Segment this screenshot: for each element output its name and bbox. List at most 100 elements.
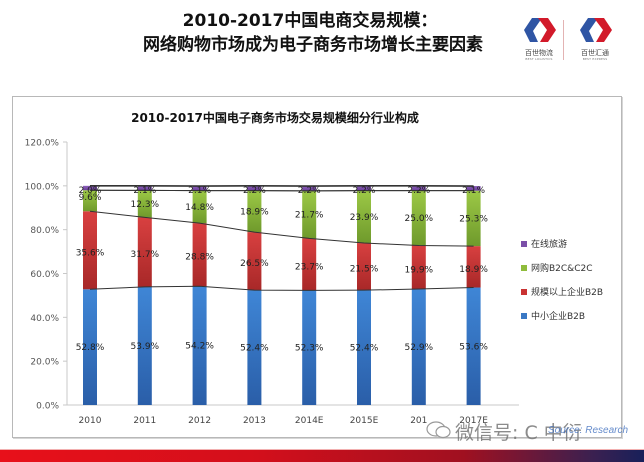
data-label-b2c_c2c: 21.7% [295, 211, 324, 221]
bar-segment-travel [137, 185, 152, 191]
data-label-large_b2b: 31.7% [131, 250, 160, 260]
data-label-b2c_c2c: 9.6% [79, 193, 102, 203]
x-tick-label: 2010 [79, 416, 102, 426]
data-label-b2c_c2c: 14.8% [185, 203, 214, 213]
bar-segment-travel [247, 185, 262, 191]
data-label-travel: 2.0% [79, 186, 102, 196]
x-tick-label: 2011 [133, 416, 156, 426]
chart-title: 2010-2017中国电子商务市场交易规模细分行业构成 [131, 110, 419, 125]
bar-segment-travel [302, 186, 317, 191]
data-label-large_b2b: 19.9% [405, 265, 434, 275]
logo-2-name: 百世汇通 [581, 49, 609, 57]
legend-swatch-b2c_c2c [521, 265, 527, 271]
legend-swatch-travel [521, 241, 527, 247]
x-tick-label: 2014E [295, 416, 324, 426]
y-tick-label: 0.0% [36, 402, 59, 412]
stacked-bar-chart: 2010-2017中国电子商务市场交易规模细分行业构成 0.0% 20.0% 40.… [25, 110, 603, 426]
best-logistics-logo: 百世物流 BEST LOGISTICS [516, 14, 562, 64]
data-label-sme_b2b: 52.8% [76, 343, 105, 353]
slide-title-line1: 2010-2017中国电商交易规模： [182, 11, 438, 31]
y-tick-label: 100.0% [25, 182, 60, 192]
y-tick-label: 40.0% [30, 314, 59, 324]
data-label-large_b2b: 26.5% [240, 259, 269, 269]
series-line-sme_b2b [89, 285, 474, 291]
bar-segment-b2c_c2c [192, 190, 207, 224]
chart-container: 2010-2017中国电子商务市场交易规模细分行业构成 0.0% 20.0% 40.… [12, 96, 622, 438]
data-label-travel: 2.2% [243, 186, 266, 196]
bar-segment-sme_b2b [247, 290, 262, 405]
bar-segment-travel [357, 185, 371, 191]
bar-segment-b2c_c2c [137, 190, 152, 218]
data-label-large_b2b: 35.6% [76, 248, 105, 258]
data-label-travel: 2.2% [353, 186, 376, 196]
best-express-logo: 百世汇通 BEST EXPRESS [572, 14, 618, 64]
logo-divider [563, 20, 564, 60]
bar-segment-b2c_c2c [357, 190, 371, 244]
wechat-watermark: 微信号: C 中衍 [455, 422, 582, 444]
bar-segment-large_b2b [411, 245, 426, 290]
legend-swatch-sme_b2b [521, 313, 527, 319]
data-label-travel: 2.2% [407, 186, 430, 196]
data-label-sme_b2b: 54.2% [185, 342, 214, 352]
data-label-large_b2b: 28.8% [185, 253, 214, 263]
y-tick-label: 20.0% [30, 358, 59, 368]
x-tick-label: 2015E [350, 416, 379, 426]
data-label-sme_b2b: 53.9% [131, 342, 160, 352]
best-express-logo-icon [580, 18, 612, 42]
x-tick-label: 2012 [188, 416, 211, 426]
data-label-large_b2b: 18.9% [459, 265, 488, 275]
data-label-b2c_c2c: 12.3% [131, 200, 160, 210]
bar-segment-large_b2b [247, 232, 262, 291]
bar-segment-b2c_c2c [83, 190, 97, 212]
source-note: Source: Research [548, 425, 629, 436]
bar-segment-travel [83, 185, 97, 191]
series-line-large_b2b [89, 210, 474, 247]
data-label-sme_b2b: 52.9% [405, 343, 434, 353]
bar-segment-large_b2b [357, 243, 371, 291]
logo-1-name: 百世物流 [525, 49, 553, 57]
legend-label-travel: 在线旅游 [531, 238, 567, 250]
bar-segment-large_b2b [83, 211, 97, 290]
bar-segment-b2c_c2c [302, 190, 317, 239]
data-label-large_b2b: 23.7% [295, 262, 324, 272]
bar-segment-sme_b2b [411, 289, 426, 405]
data-label-travel: 2.2% [298, 186, 321, 196]
bar-segment-sme_b2b [357, 290, 371, 405]
best-logistics-logo-icon [522, 18, 556, 44]
legend-swatch-large_b2b [521, 289, 527, 295]
data-label-sme_b2b: 52.4% [350, 344, 379, 354]
y-tick-label: 60.0% [30, 270, 59, 280]
bar-segment-travel [411, 185, 426, 191]
bar-segment-large_b2b [137, 217, 152, 287]
bar-segment-sme_b2b [302, 290, 317, 405]
wechat-icon [426, 421, 451, 439]
bar-segment-sme_b2b [137, 286, 152, 405]
legend-label-b2c_c2c: 网购B2C&C2C [531, 262, 593, 274]
footer-bar-highlight [0, 449, 644, 450]
logo-2-sub: BEST EXPRESS [582, 57, 608, 61]
bar-segment-large_b2b [302, 238, 317, 291]
data-label-sme_b2b: 52.3% [295, 344, 324, 354]
bar-segment-sme_b2b [192, 286, 207, 405]
footer-bar [0, 450, 644, 462]
bar-segment-b2c_c2c [466, 190, 481, 247]
bar-segment-sme_b2b [83, 289, 97, 405]
data-label-travel: 2.1% [188, 186, 211, 196]
x-tick-label: 2017E [459, 416, 488, 426]
y-tick-label: 80.0% [30, 226, 59, 236]
data-label-b2c_c2c: 23.9% [350, 213, 379, 223]
data-label-travel: 2.1% [462, 186, 485, 196]
bar-segment-travel [192, 186, 207, 191]
x-tick-label: 201 [410, 416, 427, 426]
logo-1-sub: BEST LOGISTICS [525, 57, 553, 61]
data-label-b2c_c2c: 25.3% [459, 214, 488, 224]
data-label-sme_b2b: 53.6% [459, 342, 488, 352]
slide-title-line2: 网络购物市场成为电子商务市场增长主要因素 [143, 35, 483, 55]
bar-segment-large_b2b [466, 246, 481, 288]
data-label-travel: 2.1% [133, 186, 156, 196]
legend-label-large_b2b: 规模以上企业B2B [531, 286, 603, 298]
data-label-sme_b2b: 52.4% [240, 344, 269, 354]
bar-segment-large_b2b [192, 223, 207, 287]
bar-segment-b2c_c2c [247, 190, 262, 233]
series-line-b2c-top [89, 189, 474, 192]
